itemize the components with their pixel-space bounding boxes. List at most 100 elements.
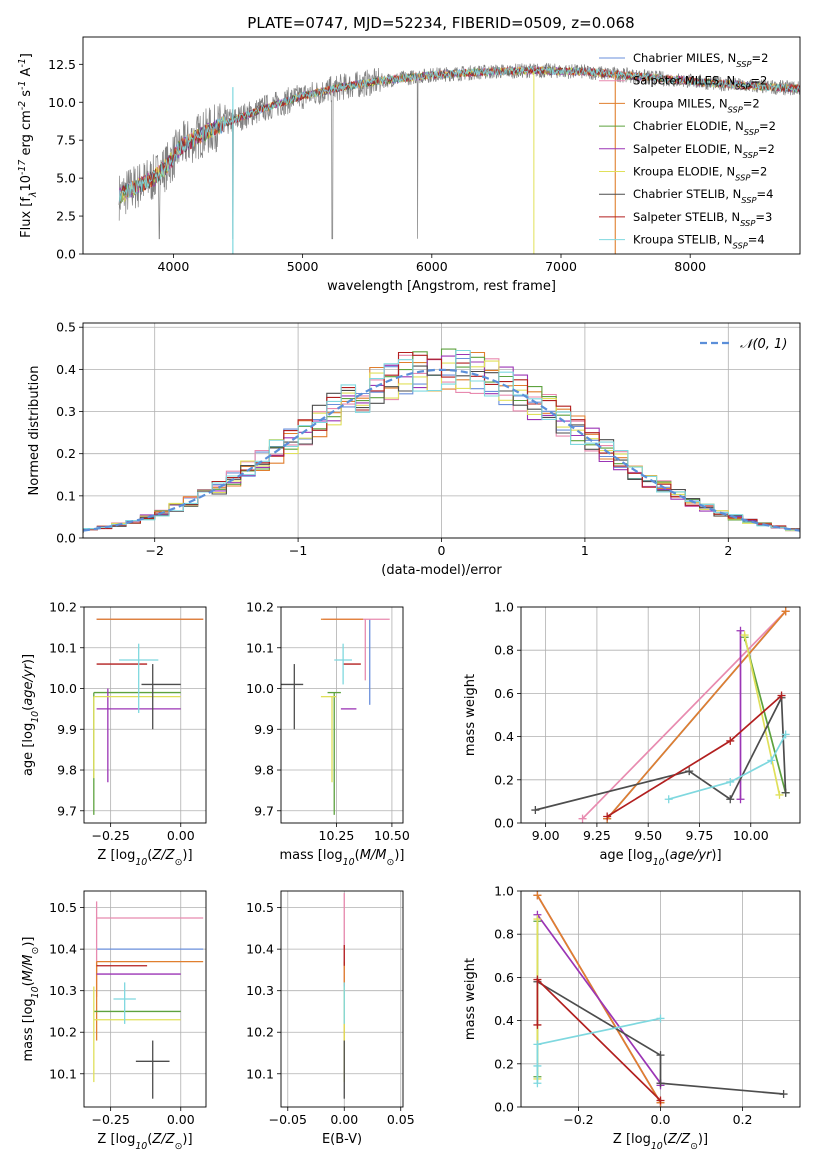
y-tick-label: 10.5 bbox=[49, 900, 77, 915]
normal-distribution-curve bbox=[82, 368, 801, 532]
y-axis-label: age [log10(age/yr)] bbox=[21, 654, 41, 776]
y-tick-label: 9.8 bbox=[57, 763, 77, 778]
y-axis-label: mass weight bbox=[463, 674, 478, 756]
x-tick-label: 9.25 bbox=[583, 828, 611, 843]
weight-marker bbox=[656, 1051, 665, 1060]
legend-label: Chabrier MILES, NSSP=2 bbox=[633, 51, 768, 69]
weight-line-salpeter-stelib bbox=[606, 694, 783, 818]
y-tick-label: 10.1 bbox=[49, 1066, 77, 1081]
y-tick-label: 9.8 bbox=[254, 763, 274, 778]
y-tick-label: 0.4 bbox=[494, 1013, 514, 1028]
y-tick-label: 0.5 bbox=[56, 320, 76, 335]
y-tick-label: 9.7 bbox=[254, 803, 274, 818]
y-tick-label: 5.0 bbox=[56, 171, 76, 186]
weight-line-kroupa-stelib bbox=[668, 733, 787, 801]
weight-marker bbox=[736, 626, 745, 635]
y-tick-label: 1.0 bbox=[494, 884, 514, 899]
weight-marker bbox=[533, 1079, 542, 1088]
y-tick-label: 10.1 bbox=[246, 640, 274, 655]
x-tick-label: 0.05 bbox=[387, 1112, 415, 1127]
weight-marker bbox=[726, 795, 735, 804]
weight-marker bbox=[726, 777, 735, 786]
x-axis-label: (data-model)/error bbox=[381, 563, 502, 578]
y-tick-label: 10.1 bbox=[246, 1066, 274, 1081]
weight-line-kroupa-stelib bbox=[536, 1017, 661, 1084]
x-tick-label: 7000 bbox=[545, 259, 577, 274]
y-tick-label: 9.9 bbox=[57, 722, 77, 737]
weight-line-salpeter-elodie bbox=[536, 914, 662, 1086]
x-tick-label: 10.00 bbox=[733, 828, 769, 843]
residuals-frame bbox=[82, 322, 801, 539]
x-tick-label: 5000 bbox=[287, 259, 319, 274]
weight-marker bbox=[656, 1096, 665, 1105]
y-tick-label: 0.2 bbox=[494, 772, 514, 787]
age_vs_Z-axes bbox=[80, 606, 206, 827]
x-axis-label: E(B-V) bbox=[322, 1132, 362, 1147]
x-tick-label: 10.25 bbox=[319, 828, 355, 843]
y-tick-label: 0.8 bbox=[494, 643, 514, 658]
y-tick-label: 10.1 bbox=[49, 640, 77, 655]
x-axis-label: Z [log10(Z/Z⊙)] bbox=[97, 848, 192, 868]
x-tick-label: 0 bbox=[438, 543, 446, 558]
y-tick-label: 10.3 bbox=[49, 983, 77, 998]
mass_vs_Z-frame bbox=[83, 890, 207, 1108]
legend-label: Salpeter MILES, NSSP=2 bbox=[633, 74, 767, 92]
weight-marker bbox=[533, 1040, 542, 1049]
age_vs_mass-frame bbox=[280, 606, 404, 824]
y-axis-label: Normed distribution bbox=[27, 366, 42, 496]
y-tick-label: 10.0 bbox=[48, 95, 76, 110]
weight-marker bbox=[779, 1090, 788, 1099]
y-tick-label: 10.0 bbox=[49, 681, 77, 696]
weight-marker bbox=[777, 691, 786, 700]
x-tick-label: 0.00 bbox=[167, 828, 195, 843]
weight_vs_age-frame bbox=[520, 606, 801, 824]
y-tick-label: 2.5 bbox=[56, 209, 76, 224]
weight-marker bbox=[533, 915, 542, 924]
weight-marker bbox=[533, 975, 542, 984]
age_vs_Z-frame bbox=[83, 606, 207, 824]
y-tick-label: 10.4 bbox=[246, 942, 274, 957]
weight-marker bbox=[656, 1079, 665, 1088]
x-tick-label: 0.2 bbox=[733, 1112, 753, 1127]
spectrum-model-kroupa-miles bbox=[118, 66, 800, 205]
legend-label: Chabrier ELODIE, NSSP=2 bbox=[633, 119, 776, 137]
x-tick-label: −1 bbox=[289, 543, 307, 558]
weight-marker bbox=[767, 756, 776, 765]
x-tick-label: −0.25 bbox=[91, 828, 129, 843]
x-axis-label: Z [log10(Z/Z⊙)] bbox=[97, 1132, 192, 1152]
x-tick-label: 8000 bbox=[674, 259, 706, 274]
x-tick-label: 1 bbox=[581, 543, 589, 558]
y-tick-label: 0.4 bbox=[494, 729, 514, 744]
weight-marker bbox=[533, 1020, 542, 1029]
weight-marker bbox=[781, 607, 790, 616]
x-tick-label: 0.00 bbox=[330, 1112, 358, 1127]
y-tick-label: 7.5 bbox=[56, 133, 76, 148]
y-tick-label: 0.4 bbox=[56, 362, 76, 377]
age_vs_mass-axes bbox=[277, 606, 403, 827]
mass_vs_Z-axes bbox=[80, 891, 206, 1111]
histogram-kroupa-stelib bbox=[83, 349, 800, 533]
spectrum-axes bbox=[79, 63, 691, 258]
weight-marker bbox=[531, 806, 540, 815]
y-tick-label: 0.0 bbox=[494, 816, 514, 831]
mass_vs_ebv-axes bbox=[277, 891, 403, 1111]
y-tick-label: 0.2 bbox=[56, 446, 76, 461]
x-tick-label: 6000 bbox=[416, 259, 448, 274]
x-tick-label: 9.75 bbox=[686, 828, 714, 843]
weight-line-chabrier-stelib bbox=[536, 980, 784, 1095]
weight-marker bbox=[533, 1061, 542, 1070]
y-tick-label: 9.9 bbox=[254, 722, 274, 737]
x-tick-label: −0.05 bbox=[269, 1112, 307, 1127]
weight-line-kroupa-elodie bbox=[743, 634, 781, 796]
legend-label: Kroupa MILES, NSSP=2 bbox=[633, 96, 760, 114]
legend-label: Kroupa ELODIE, NSSP=2 bbox=[633, 165, 767, 183]
y-axis-label: mass [log10(M/M⊙)] bbox=[21, 936, 41, 1061]
y-tick-label: 10.0 bbox=[246, 681, 274, 696]
x-tick-label: 9.50 bbox=[634, 828, 662, 843]
x-axis-label: mass [log10(M/M⊙)] bbox=[279, 848, 404, 868]
x-axis-label: Z [log10(Z/Z⊙)] bbox=[613, 1132, 708, 1152]
y-axis-label: Flux [fλ10-17 erg cm-2 s-1 A-1] bbox=[17, 53, 39, 238]
weight-marker bbox=[726, 736, 735, 745]
weight-marker bbox=[656, 1014, 665, 1023]
